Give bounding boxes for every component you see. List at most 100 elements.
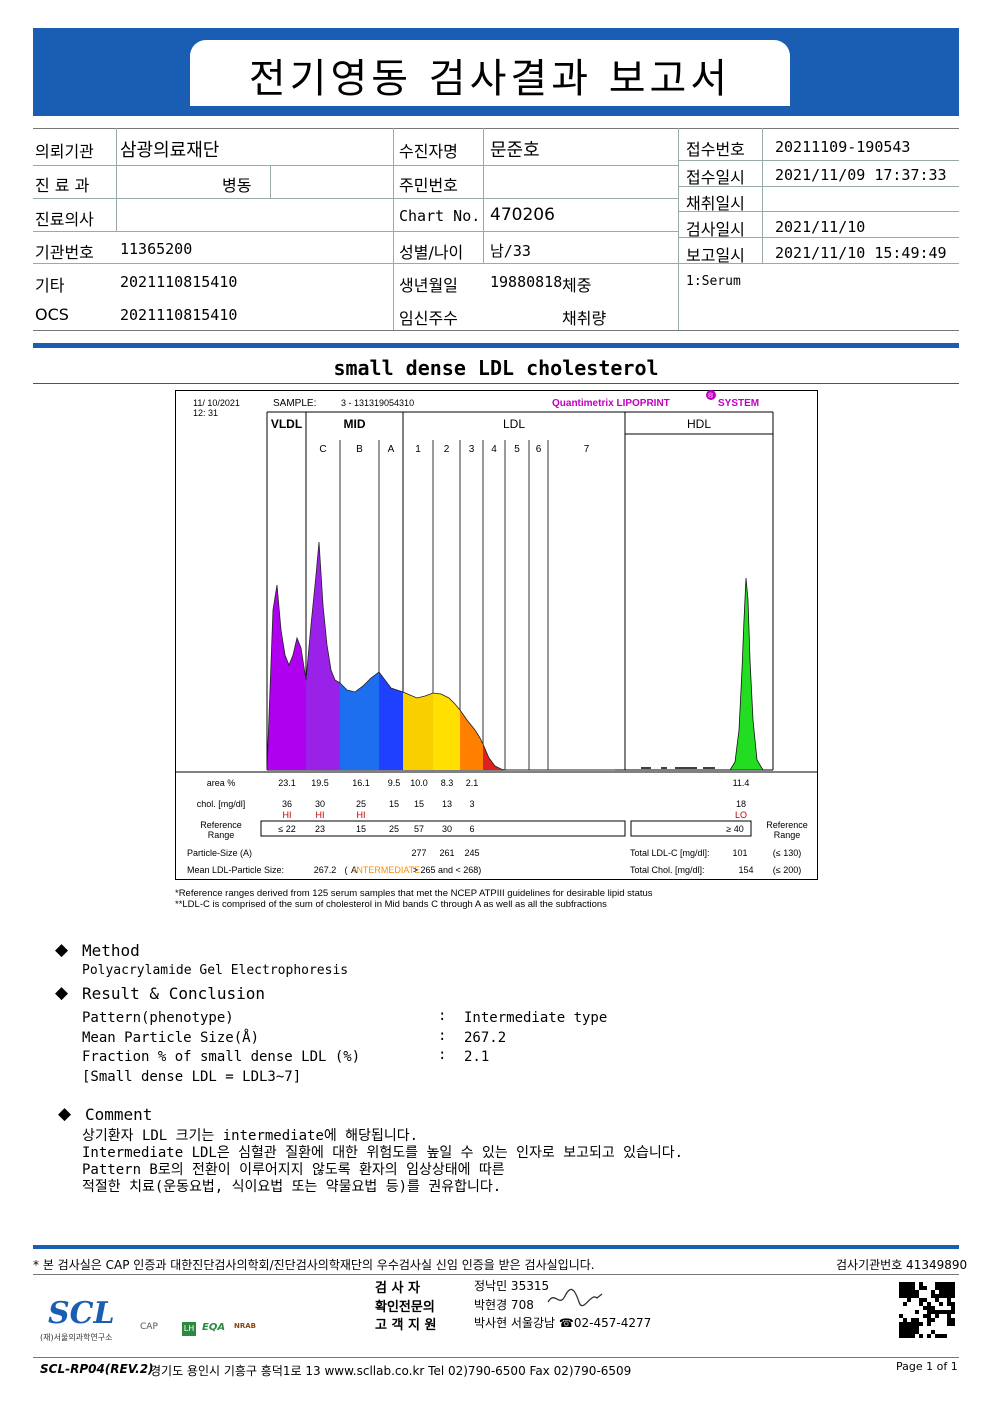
qr-module: [947, 1302, 951, 1306]
qr-module: [899, 1330, 903, 1334]
chol-value: 15: [389, 799, 399, 809]
qr-module: [907, 1334, 911, 1338]
qr-module: [899, 1334, 903, 1338]
qr-module: [915, 1322, 919, 1326]
table-bottom-line: [33, 330, 959, 331]
mean-size-range: > 265 and < 268): [413, 865, 482, 875]
test-value: 2021/11/10: [775, 218, 866, 236]
system-suffix: SYSTEM: [718, 398, 759, 409]
qr-module: [939, 1290, 943, 1294]
band-label-6: 6: [536, 444, 542, 455]
ref-value: 6: [469, 824, 474, 834]
comment-line: 상기환자 LDL 크기는 intermediate에 해당됩니다.: [82, 1128, 419, 1144]
contact-value: 박사현 서울강남 ☎02-457-4277: [474, 1316, 652, 1330]
qr-module: [927, 1310, 931, 1314]
mean-size-class-a: A: [351, 865, 357, 875]
group-label-hdl: HDL: [687, 417, 711, 431]
inst-no-label: 기관번호: [35, 243, 94, 262]
qr-module: [919, 1302, 923, 1306]
result-bullet-icon: ◆: [55, 983, 69, 1003]
hdl-area-value: 11.4: [733, 778, 750, 788]
qr-module: [899, 1290, 903, 1294]
mean-size-open: (: [345, 865, 348, 875]
qr-module: [939, 1286, 943, 1290]
fraction-area: [460, 710, 483, 770]
total-chol-ref: (≤ 200): [773, 865, 801, 875]
ref-range-box: [260, 820, 626, 837]
qr-module: [903, 1282, 907, 1286]
trace-outline: [266, 541, 506, 771]
table-line: [33, 165, 678, 166]
chol-value: 25: [356, 799, 366, 809]
qr-module: [899, 1294, 903, 1298]
qr-module: [935, 1314, 939, 1318]
volume-label: 채취량: [562, 309, 607, 328]
qr-module: [899, 1322, 903, 1326]
chart-date: 11/ 10/2021: [193, 398, 240, 408]
eqa-badge: EQA: [202, 1322, 226, 1333]
chol-value: 30: [315, 799, 325, 809]
footer-line: [33, 1274, 959, 1275]
qr-module: [951, 1306, 955, 1310]
qr-module: [947, 1322, 951, 1326]
fraction-area: [403, 692, 433, 770]
fraction-area: [267, 585, 306, 770]
qr-module: [927, 1318, 931, 1322]
preg-label: 임신주수: [399, 309, 458, 328]
fraction-area: [306, 542, 340, 770]
ref-value: 57: [414, 824, 424, 834]
group-label-mid: MID: [344, 417, 366, 431]
area-value: 19.5: [311, 778, 329, 788]
chart-no-value: 470206: [490, 205, 555, 225]
receipt-time-value: 2021/11/09 17:37:33: [775, 166, 947, 184]
band-label-3: 3: [469, 444, 475, 455]
qr-module: [947, 1290, 951, 1294]
collect-label: 채취일시: [686, 194, 745, 213]
qr-module: [943, 1294, 947, 1298]
qr-module: [935, 1310, 939, 1314]
footnote-1: *Reference ranges derived from 125 serum…: [175, 888, 653, 899]
registered-mark: ®: [708, 392, 714, 400]
ocs-label: OCS: [35, 305, 69, 324]
mean-size-label: Mean LDL-Particle Size:: [187, 865, 284, 875]
receipt-time-label: 접수일시: [686, 168, 745, 187]
qr-module: [939, 1294, 943, 1298]
qr-module: [915, 1294, 919, 1298]
table-vline: [762, 128, 763, 263]
receipt-no-value: 20211109-190543: [775, 138, 911, 156]
footer-band: [33, 1245, 959, 1249]
table-vline: [116, 128, 117, 231]
dob-label: 생년월일: [399, 276, 458, 295]
method-title: Method: [82, 941, 140, 960]
test-label: 검사일시: [686, 220, 745, 239]
ref-value: 30: [442, 824, 452, 834]
qr-module: [935, 1298, 939, 1302]
qr-module: [947, 1318, 951, 1322]
ref-value: 15: [356, 824, 366, 834]
result-row-value: Intermediate type: [464, 1010, 608, 1026]
comment-line: Intermediate LDL은 심혈관 질환에 대한 위험도를 높일 수 있…: [82, 1145, 684, 1161]
qr-module: [911, 1334, 915, 1338]
chol-label: chol. [mg/dl]: [197, 799, 246, 809]
table-line: [678, 160, 959, 161]
qr-module: [935, 1282, 939, 1286]
qr-module: [911, 1322, 915, 1326]
group-label-vldl: VLDL: [271, 417, 302, 431]
sample-id: 3 - 131319054310: [341, 398, 414, 408]
rrn-label: 주민번호: [399, 176, 458, 195]
footnote-2: **LDL-C is comprised of the sum of chole…: [175, 899, 607, 910]
qr-module: [907, 1330, 911, 1334]
area-value: 2.1: [466, 778, 479, 788]
result-title: Result & Conclusion: [82, 984, 266, 1003]
group-label-ldl: LDL: [503, 417, 525, 431]
total-chol-label: Total Chol. [mg/dl]:: [630, 865, 705, 875]
qr-module: [907, 1322, 911, 1326]
qr-module: [947, 1282, 951, 1286]
sexage-label: 성별/나이: [399, 243, 464, 262]
band-label-4: 4: [491, 444, 497, 455]
chol-value: 15: [414, 799, 424, 809]
qr-module: [899, 1282, 903, 1286]
table-vline: [393, 128, 394, 330]
confirm-value: 박현경 708: [474, 1298, 534, 1312]
ref-label: Reference: [200, 820, 242, 830]
